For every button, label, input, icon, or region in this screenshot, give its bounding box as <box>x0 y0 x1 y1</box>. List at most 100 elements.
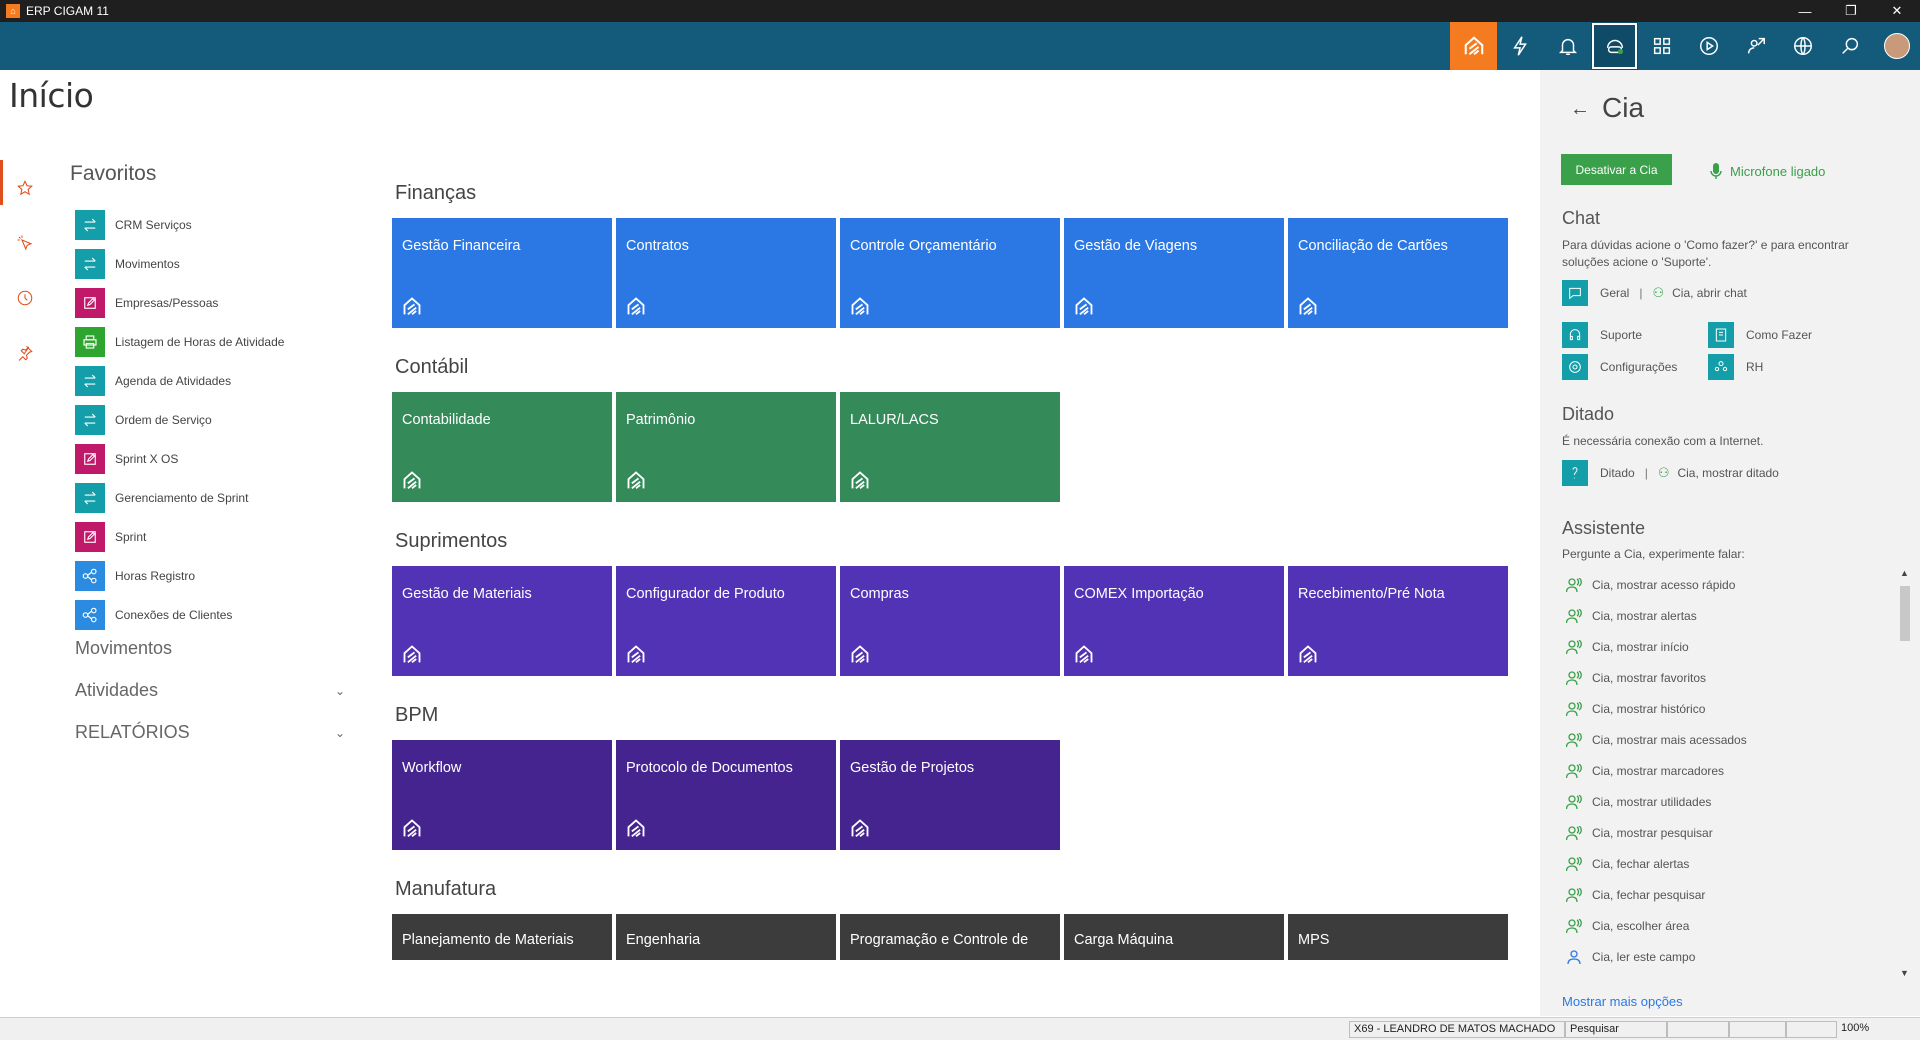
search-button[interactable] <box>1826 22 1873 70</box>
module-tile[interactable]: Planejamento de Materiais <box>392 914 612 960</box>
voice-command-icon <box>1566 732 1582 747</box>
scroll-down-icon[interactable]: ▼ <box>1900 968 1909 978</box>
voice-command-item[interactable]: Cia, mostrar alertas <box>1566 600 1886 631</box>
module-tile[interactable]: Conciliação de Cartões <box>1288 218 1508 328</box>
module-tile-label: Gestão de Viagens <box>1074 238 1198 254</box>
favorite-item[interactable]: Empresas/Pessoas <box>75 283 355 322</box>
quick-access-button[interactable] <box>1497 22 1544 70</box>
favorite-item[interactable]: Conexões de Clientes <box>75 595 355 634</box>
voice-command-item[interactable]: Cia, fechar alertas <box>1566 848 1886 879</box>
voice-command-label: Cia, escolher área <box>1592 918 1690 933</box>
home-button[interactable] <box>1450 22 1497 70</box>
favorite-item[interactable]: Listagem de Horas de Atividade <box>75 322 355 361</box>
voice-command-item[interactable]: Cia, escolher área <box>1566 910 1886 941</box>
voice-command-item[interactable]: Cia, mostrar pesquisar <box>1566 817 1886 848</box>
restore-button[interactable]: ❐ <box>1845 3 1857 18</box>
module-tile[interactable]: Recebimento/Pré Nota <box>1288 566 1508 676</box>
voice-command-item[interactable]: Cia, mostrar acesso rápido <box>1566 569 1886 600</box>
share-icon <box>75 599 105 630</box>
configuracoes-row[interactable]: Configurações <box>1562 354 1677 380</box>
status-mode: Pesquisar <box>1565 1021 1667 1038</box>
favorite-item[interactable]: Sprint X OS <box>75 439 355 478</box>
voice-command-item[interactable]: Cia, mostrar marcadores <box>1566 755 1886 786</box>
menu-movimentos[interactable]: Movimentos <box>75 638 345 659</box>
favorite-item[interactable]: Sprint <box>75 517 355 556</box>
module-tile[interactable]: Programação e Controle de <box>840 914 1060 960</box>
rail-bookmarks[interactable] <box>0 325 50 380</box>
dictation-icon[interactable] <box>1562 460 1588 486</box>
rh-row[interactable]: RH <box>1708 354 1763 380</box>
favorite-item[interactable]: CRM Serviços <box>75 205 355 244</box>
menu-relatorios[interactable]: RELATÓRIOS ⌄ <box>75 722 345 743</box>
module-tile[interactable]: Gestão de Viagens <box>1064 218 1284 328</box>
ditado-label[interactable]: Ditado <box>1600 466 1635 480</box>
user-button[interactable] <box>1873 22 1920 70</box>
chat-geral-label[interactable]: Geral <box>1600 286 1630 300</box>
module-tile[interactable]: Controle Orçamentário <box>840 218 1060 328</box>
module-tile[interactable]: COMEX Importação <box>1064 566 1284 676</box>
more-options-link[interactable]: Mostrar mais opções <box>1562 994 1683 1009</box>
cia-assistant-button[interactable] <box>1591 22 1638 70</box>
rail-history[interactable] <box>0 270 50 325</box>
module-tile[interactable]: Workflow <box>392 740 612 850</box>
alerts-button[interactable] <box>1544 22 1591 70</box>
favorites-list: CRM Serviços Movimentos Empresas/Pessoas Li… <box>75 205 355 634</box>
module-tile[interactable]: Gestão de Materiais <box>392 566 612 676</box>
back-arrow-icon[interactable]: ← <box>1570 98 1590 120</box>
module-tile[interactable]: Protocolo de Documentos <box>616 740 836 850</box>
voice-command-item[interactable]: Cia, mostrar início <box>1566 631 1886 662</box>
play-button[interactable] <box>1685 22 1732 70</box>
module-tile[interactable]: Carga Máquina <box>1064 914 1284 960</box>
apps-button[interactable] <box>1638 22 1685 70</box>
lightning-icon <box>1512 36 1527 56</box>
favorite-item[interactable]: Horas Registro <box>75 556 355 595</box>
favorite-item[interactable]: Movimentos <box>75 244 355 283</box>
como-fazer-row[interactable]: Como Fazer <box>1708 322 1812 348</box>
ditado-description: É necessária conexão com a Internet. <box>1562 434 1764 448</box>
support-button[interactable] <box>1732 22 1779 70</box>
module-tile[interactable]: Engenharia <box>616 914 836 960</box>
menu-atividades[interactable]: Atividades ⌄ <box>75 680 345 701</box>
scrollbar-thumb[interactable] <box>1900 586 1910 641</box>
chat-icon[interactable] <box>1562 280 1588 306</box>
module-tile[interactable]: Configurador de Produto <box>616 566 836 676</box>
voice-command-item[interactable]: Cia, fechar pesquisar <box>1566 879 1886 910</box>
module-tile[interactable]: Patrimônio <box>616 392 836 502</box>
voice-command-item[interactable]: Cia, mostrar utilidades <box>1566 786 1886 817</box>
voice-command-label: Cia, fechar pesquisar <box>1592 887 1706 902</box>
rail-most-accessed[interactable] <box>0 215 50 270</box>
voice-command-item[interactable]: Cia, ler este campo <box>1566 941 1886 972</box>
favorite-item[interactable]: Ordem de Serviço <box>75 400 355 439</box>
favorite-item-label: Ordem de Serviço <box>115 412 212 427</box>
voice-command-icon <box>1566 577 1582 592</box>
module-tile[interactable]: Gestão de Projetos <box>840 740 1060 850</box>
voice-command-icon <box>1566 763 1582 778</box>
voice-command-item[interactable]: Cia, mostrar mais acessados <box>1566 724 1886 755</box>
web-button[interactable] <box>1779 22 1826 70</box>
suporte-row[interactable]: Suporte <box>1562 322 1642 348</box>
module-tile[interactable]: Gestão Financeira <box>392 218 612 328</box>
arrows-icon <box>75 482 105 513</box>
cigam-logo-icon <box>1075 297 1093 316</box>
status-bar: X69 - LEANDRO DE MATOS MACHADO Pesquisar… <box>0 1017 1920 1040</box>
voice-command-item[interactable]: Cia, mostrar histórico <box>1566 693 1886 724</box>
scroll-up-icon[interactable]: ▲ <box>1900 568 1909 578</box>
rail-favorites[interactable] <box>0 160 50 215</box>
microphone-status[interactable]: Microfone ligado <box>1710 162 1825 180</box>
module-tile[interactable]: LALUR/LACS <box>840 392 1060 502</box>
assistente-description: Pergunte a Cia, experimente falar: <box>1562 547 1745 561</box>
module-tile[interactable]: Contratos <box>616 218 836 328</box>
module-tile[interactable]: MPS <box>1288 914 1508 960</box>
cia-scrollbar[interactable]: ▲ ▼ <box>1898 568 1912 978</box>
voice-command-item[interactable]: Cia, mostrar favoritos <box>1566 662 1886 693</box>
person-icon <box>1567 949 1581 964</box>
close-button[interactable]: ✕ <box>1891 3 1903 18</box>
favorite-item[interactable]: Gerenciamento de Sprint <box>75 478 355 517</box>
favorite-item[interactable]: Agenda de Atividades <box>75 361 355 400</box>
module-tile[interactable]: Compras <box>840 566 1060 676</box>
assistente-title: Assistente <box>1562 518 1646 538</box>
module-tile-label: LALUR/LACS <box>850 412 939 428</box>
module-tile[interactable]: Contabilidade <box>392 392 612 502</box>
minimize-button[interactable]: — <box>1798 3 1812 19</box>
deactivate-cia-button[interactable]: Desativar a Cia <box>1561 154 1672 185</box>
